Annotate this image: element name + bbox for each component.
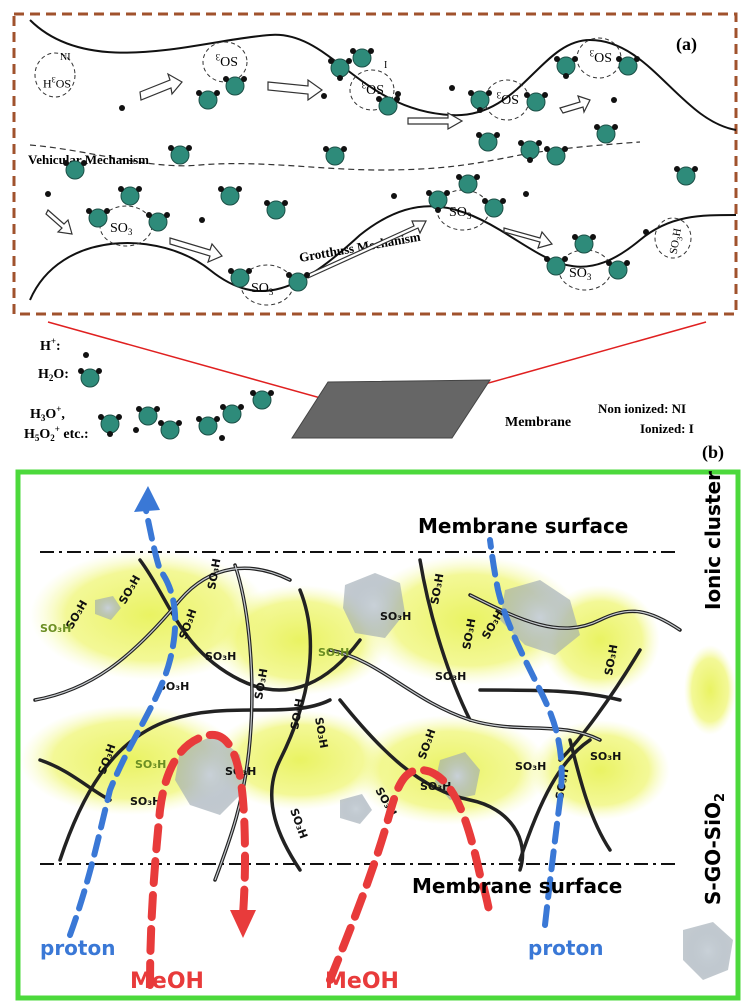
legend-h-plus: H+: [40,336,61,354]
meoh-arrow-head [230,910,256,938]
legend-non-ionized: Non ionized: NI [598,401,686,416]
hop-arrows [45,72,591,279]
so3-loop-top-2 [349,69,395,111]
so3-label-bottom-2: SO3 [251,281,274,297]
legend-ionized: Ionized: I [640,421,694,436]
so3h-label: SO₃H [205,650,236,663]
svg-text:SO3: SO3 [215,52,238,68]
vehicular-path [29,141,641,171]
svg-text:Ionic cluster: Ionic cluster [701,471,725,610]
meoh-label-left: MeOH [130,969,204,994]
membrane-surface-bottom-label: Membrane surface [412,874,622,898]
so3-label-top-1: SO3 [215,52,238,68]
so3h-label: SO₃H [515,760,546,773]
proton-label-left: proton [40,936,115,960]
svg-text:SO3: SO3 [496,90,519,106]
legend-area: Membrane H+: H2O: H3O+, H5O2+ etc.: Non … [24,321,724,463]
so3h-label: SO₃H [435,670,466,683]
membrane-shape [291,379,491,439]
so3-label-bottom-1: SO3 [110,221,133,237]
so3h-label-top-left: SO3H [43,75,71,91]
legend-cluster-molecules [97,389,275,441]
so3-label-top-3: SO3 [496,90,519,106]
so3-label-bottom-4: SO3 [569,266,592,282]
panel-a-label: (a) [676,34,697,55]
so3h-label: SO₃H [158,680,189,693]
membrane-label: Membrane [505,415,571,430]
so3h-label: SO₃H [40,622,71,635]
polymer-chain-highlights [34,564,681,881]
pore-wall-top [29,19,737,131]
so3h-loop-bottom-right [654,217,692,259]
vehicular-mechanism-label: Vehicular Mechanism [28,152,149,167]
proton-arrow-head [134,486,160,512]
panel-a: (a) SO3H SO3 SO3 SO3 SO3 [12,12,738,316]
so3-label-top-4: SO3 [589,48,612,64]
so3h-label: SO₃H [380,610,411,623]
meoh-paths [146,730,494,989]
legend-h5o2: H5O2+ etc.: [24,424,89,443]
ionic-cluster-legend-label: Ionic cluster [701,471,725,610]
so3h-label: SO₃H [205,557,223,590]
sgo-sio2-particles [95,573,733,980]
meoh-label-right: MeOH [325,969,399,994]
panel-a-border [12,12,738,316]
pore-molecules [45,47,699,292]
so3h-loop-top-left [34,52,76,98]
so3-label-bottom-3: SO3 [449,205,472,221]
so3h-label: SO₃H [130,795,161,808]
so3h-label: SO₃H [288,697,306,730]
sgo-sio2-legend-label: S-GO-SiO2 [701,793,728,905]
so3h-label: SO₃H [590,750,621,763]
so3h-label: SO₃H [460,617,478,650]
proton-paths [67,502,565,938]
ionic-cluster-legend-swatch [684,645,736,735]
i-tag: I [384,60,387,71]
panel-b-label: (b) [702,442,724,463]
svg-text:S-GO-SiO2: S-GO-SiO2 [701,793,728,905]
pore-wall-bottom [29,205,737,301]
so3-label-top-2: SO3 [361,80,384,96]
ni-tag: NI [60,52,71,63]
so3h-label: SO₃H [312,716,330,749]
panel-b: SO₃H SO₃H SO₃H SO₃H SO₃H SO₃H SO₃H SO₃H … [15,469,741,1001]
legend-h3o: H3O+, [30,404,65,423]
so3h-label: SO₃H [252,667,270,700]
so3-loop-top-1 [202,41,248,83]
svg-text:SO3H: SO3H [43,75,71,91]
legend-sgo-rock [683,922,733,980]
svg-text:SO3: SO3 [361,80,384,96]
so3h-label: SO₃H [602,643,620,676]
svg-text:SO3: SO3 [589,48,612,64]
proton-label-right: proton [528,936,603,960]
svg-text:SO3H: SO3H [668,227,686,255]
so3h-label: SO₃H [318,646,349,659]
so3h-label-bottom-right: SO3H [668,227,686,255]
so3h-label: SO₃H [428,572,446,605]
legend-proton-dot [83,352,89,358]
membrane-surface-top-label: Membrane surface [418,514,628,538]
legend-water-molecule [77,367,103,388]
legend-h2o: H2O: [38,367,69,383]
so3h-label: SO₃H [135,758,166,771]
